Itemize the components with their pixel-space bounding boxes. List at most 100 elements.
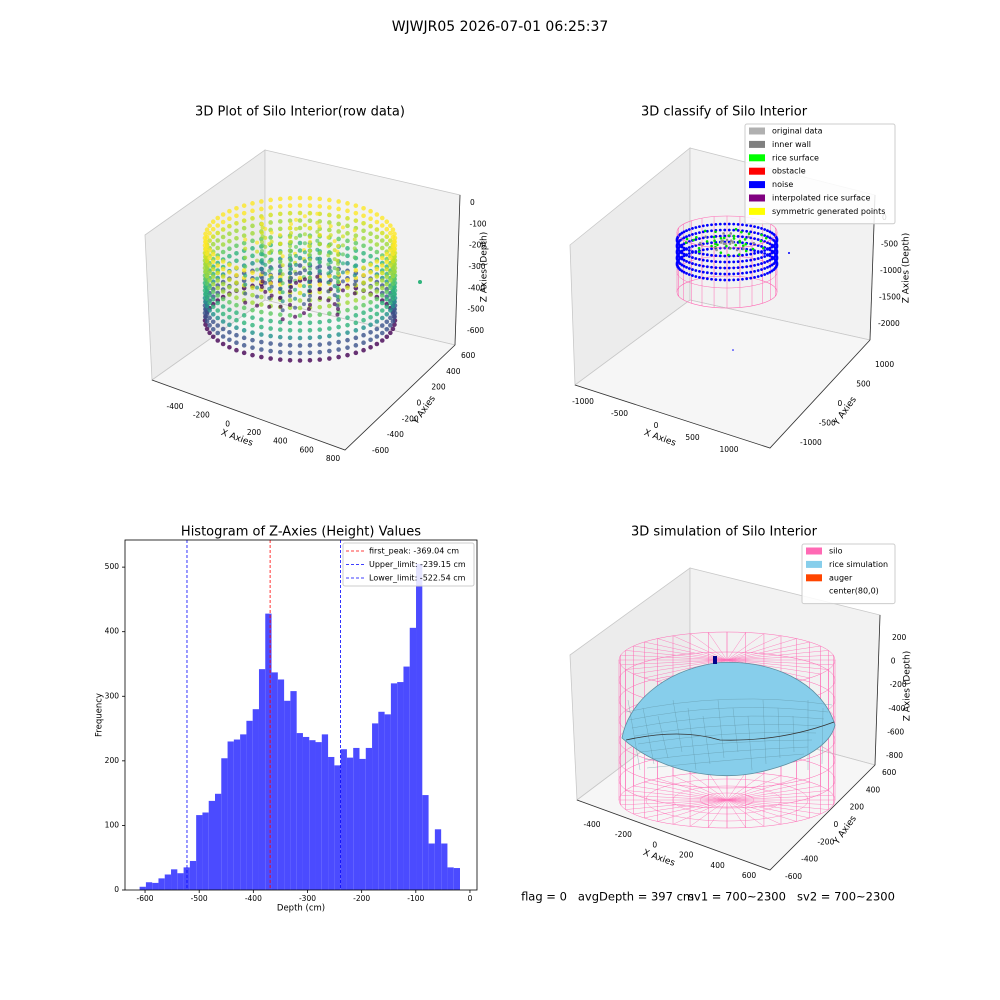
decoration bbox=[625, 721, 835, 741]
decoration bbox=[215, 223, 221, 228]
decoration bbox=[277, 226, 283, 232]
decoration bbox=[345, 208, 350, 214]
decoration bbox=[732, 260, 736, 264]
tick-label: -400 bbox=[468, 283, 485, 292]
decoration bbox=[766, 266, 769, 269]
decoration bbox=[732, 266, 736, 270]
decoration bbox=[250, 277, 255, 283]
decoration bbox=[234, 340, 239, 346]
decoration bbox=[763, 261, 767, 264]
decoration bbox=[691, 268, 694, 271]
decoration bbox=[775, 237, 779, 240]
decoration bbox=[241, 240, 247, 246]
decoration bbox=[726, 645, 821, 661]
decoration bbox=[388, 270, 393, 276]
decoration bbox=[768, 254, 772, 258]
decoration bbox=[227, 246, 232, 252]
decoration bbox=[716, 243, 719, 247]
decoration bbox=[277, 327, 283, 332]
decoration bbox=[210, 326, 216, 332]
x-tick-label: 0 bbox=[468, 894, 473, 903]
decoration bbox=[259, 324, 264, 330]
decoration bbox=[682, 236, 686, 240]
axis-label: X Axies bbox=[642, 428, 677, 449]
decoration bbox=[241, 218, 247, 223]
decoration bbox=[268, 311, 273, 316]
decoration bbox=[234, 332, 239, 338]
decoration bbox=[741, 259, 744, 263]
decoration bbox=[676, 215, 778, 249]
decoration bbox=[234, 205, 239, 211]
decoration bbox=[345, 315, 350, 320]
decoration bbox=[741, 244, 745, 248]
decoration bbox=[336, 221, 341, 227]
decoration bbox=[336, 262, 341, 267]
decoration bbox=[278, 278, 282, 282]
decoration bbox=[280, 290, 285, 295]
legend-swatch bbox=[749, 207, 765, 215]
decoration bbox=[227, 208, 232, 214]
decoration bbox=[725, 238, 729, 242]
legend-swatch bbox=[749, 194, 765, 202]
decoration bbox=[763, 255, 767, 258]
decoration bbox=[621, 661, 836, 777]
bar bbox=[384, 714, 391, 890]
decoration bbox=[250, 216, 255, 221]
decoration bbox=[353, 240, 359, 246]
y-tick-label: 200 bbox=[105, 756, 120, 765]
decoration bbox=[352, 237, 357, 242]
decoration bbox=[753, 225, 756, 229]
decoration bbox=[760, 227, 763, 230]
decoration bbox=[267, 304, 272, 309]
decoration bbox=[227, 238, 232, 244]
decoration bbox=[294, 217, 299, 222]
bar bbox=[240, 734, 247, 890]
decoration bbox=[701, 276, 705, 280]
decoration bbox=[374, 219, 380, 225]
tick-label: -800 bbox=[886, 751, 903, 760]
decoration bbox=[277, 334, 283, 340]
decoration bbox=[307, 195, 313, 201]
decoration bbox=[788, 252, 790, 254]
axis-label: Y Axies bbox=[410, 394, 438, 427]
decoration bbox=[388, 230, 393, 236]
decoration bbox=[345, 292, 350, 298]
decoration bbox=[250, 300, 255, 305]
decoration bbox=[210, 304, 216, 310]
decoration bbox=[204, 274, 210, 279]
decoration bbox=[210, 281, 216, 287]
decoration bbox=[336, 339, 341, 345]
decoration bbox=[710, 247, 713, 251]
bar bbox=[284, 700, 291, 890]
decoration bbox=[317, 233, 322, 238]
decoration bbox=[234, 228, 239, 234]
decoration bbox=[705, 247, 709, 251]
decoration bbox=[361, 250, 366, 256]
decoration bbox=[289, 239, 294, 244]
decoration bbox=[345, 352, 350, 358]
decoration bbox=[721, 239, 725, 242]
decoration bbox=[268, 341, 273, 346]
decoration bbox=[277, 196, 283, 202]
axis-label: X Axies bbox=[641, 848, 676, 869]
decoration bbox=[302, 214, 307, 219]
decoration bbox=[202, 235, 208, 241]
decoration bbox=[723, 254, 727, 258]
y-tick-label: 100 bbox=[105, 820, 120, 829]
tick-label: 0 bbox=[417, 399, 422, 408]
axis-label: Z Axies (Depth) bbox=[480, 232, 490, 303]
legend-box bbox=[744, 123, 896, 225]
decoration bbox=[763, 249, 767, 252]
decoration bbox=[280, 317, 285, 322]
decoration bbox=[740, 230, 743, 234]
decoration bbox=[308, 253, 312, 258]
decoration bbox=[250, 315, 255, 320]
decoration bbox=[736, 272, 740, 275]
decoration bbox=[289, 266, 294, 271]
decoration bbox=[682, 264, 686, 268]
decoration bbox=[227, 216, 232, 222]
tick-label: -600 bbox=[887, 727, 904, 736]
bar bbox=[346, 757, 354, 890]
decoration bbox=[710, 265, 713, 269]
decoration bbox=[727, 266, 731, 270]
